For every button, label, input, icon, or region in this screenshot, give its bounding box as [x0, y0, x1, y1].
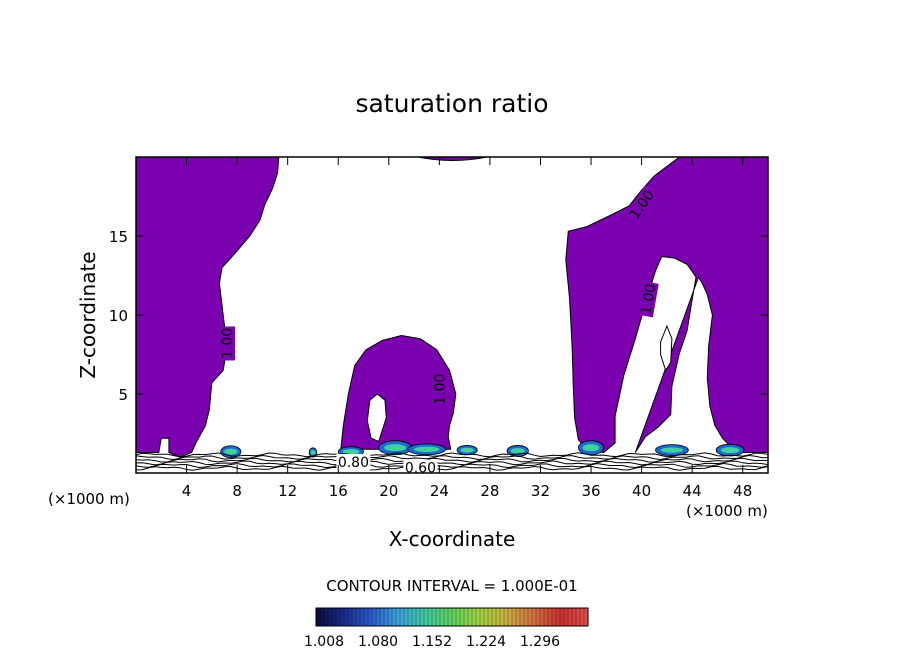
spot-core-5	[460, 447, 474, 453]
x-tick-label-8: 36	[581, 482, 600, 500]
contour-label-text-0: 1.00	[220, 328, 236, 359]
contour-label-text-1: 1.00	[432, 374, 448, 405]
spot-core-2	[342, 449, 360, 455]
colorbar-tick-2: 1.152	[412, 634, 452, 650]
surface-line-1	[136, 454, 768, 461]
surface-line-4	[136, 462, 768, 469]
contour-label-bg-2	[637, 281, 659, 318]
contour-label-text-4: 0.80	[338, 455, 369, 471]
plot-area: 1.001.001.001.000.80 0.60 4 8 12 16 20 24 28 32 3…	[109, 156, 769, 500]
colorbar-tick-3: 1.224	[466, 634, 506, 650]
x-tick-label-10: 44	[683, 482, 702, 500]
contour-label-bg-5	[403, 459, 438, 476]
x-unit-left: (×1000 m)	[48, 490, 130, 508]
spot-core-9	[720, 447, 740, 454]
x-tick-label-7: 32	[531, 482, 550, 500]
contour-right-hole	[660, 324, 673, 372]
x-tick-label-4: 20	[379, 482, 398, 500]
contour-center-hole	[366, 393, 387, 443]
colorbar: 1.008 1.080 1.152 1.224 1.296	[304, 607, 589, 650]
spot-core-3	[384, 444, 407, 452]
contour-region-right-plume	[565, 157, 768, 454]
spot-core-6	[510, 448, 525, 454]
surface-line-3	[136, 460, 768, 466]
colorbar-tick-0: 1.008	[304, 634, 344, 650]
spot-core-8	[660, 447, 683, 453]
contour-label-1: 1.00	[431, 372, 448, 407]
y-tick-label-2: 15	[109, 228, 128, 246]
x-tick-label-11: 48	[733, 482, 752, 500]
spot-core-0	[224, 448, 238, 455]
x-tick-label-1: 8	[232, 482, 242, 500]
x-unit-right: (×1000 m)	[686, 502, 768, 520]
spot-core-1	[310, 450, 316, 455]
x-tick-label-5: 24	[430, 482, 449, 500]
spot-core-4	[414, 446, 440, 453]
y-tick-label-0: 5	[118, 386, 128, 404]
chart-title: saturation ratio	[355, 89, 548, 118]
contour-label-bg-0	[219, 326, 236, 361]
contour-region-left-plume	[136, 157, 280, 458]
contour-label-0: 1.00	[219, 326, 236, 361]
contour-label-5: 0.60	[403, 459, 438, 476]
spot-core-7	[582, 444, 600, 452]
surface-line-5	[136, 465, 768, 471]
y-axis-label: Z-coordinate	[76, 251, 100, 378]
x-tick-label-2: 12	[278, 482, 297, 500]
x-axis-label: X-coordinate	[389, 527, 516, 551]
x-axis-ticks: 4 8 12 16 20 24 28 32 36 40 44 48	[182, 157, 752, 500]
x-tick-label-3: 16	[329, 482, 348, 500]
colorbar-tick-1: 1.080	[358, 634, 398, 650]
surface-contour-lines	[136, 452, 768, 471]
surface-line-0	[136, 452, 768, 458]
contour-label-4: 0.80	[336, 453, 371, 471]
contour-label-text-5: 0.60	[405, 460, 436, 476]
colorbar-tick-4: 1.296	[520, 634, 560, 650]
surface-line-2	[136, 457, 768, 463]
y-tick-label-1: 10	[109, 307, 128, 325]
contour-label-bg-1	[431, 372, 448, 407]
x-tick-label-9: 40	[632, 482, 651, 500]
contour-label-bg-4	[336, 453, 371, 470]
x-tick-label-6: 28	[480, 482, 499, 500]
contour-label-2: 1.00	[637, 281, 659, 318]
contour-label-bg-3	[625, 185, 658, 223]
contour-interval-label: CONTOUR INTERVAL = 1.000E-01	[326, 577, 577, 595]
contour-label-text-2: 1.00	[638, 283, 659, 316]
y-axis-ticks: 5 10 15	[109, 228, 768, 404]
contour-fills	[136, 157, 768, 458]
x-tick-label-0: 4	[182, 482, 192, 500]
